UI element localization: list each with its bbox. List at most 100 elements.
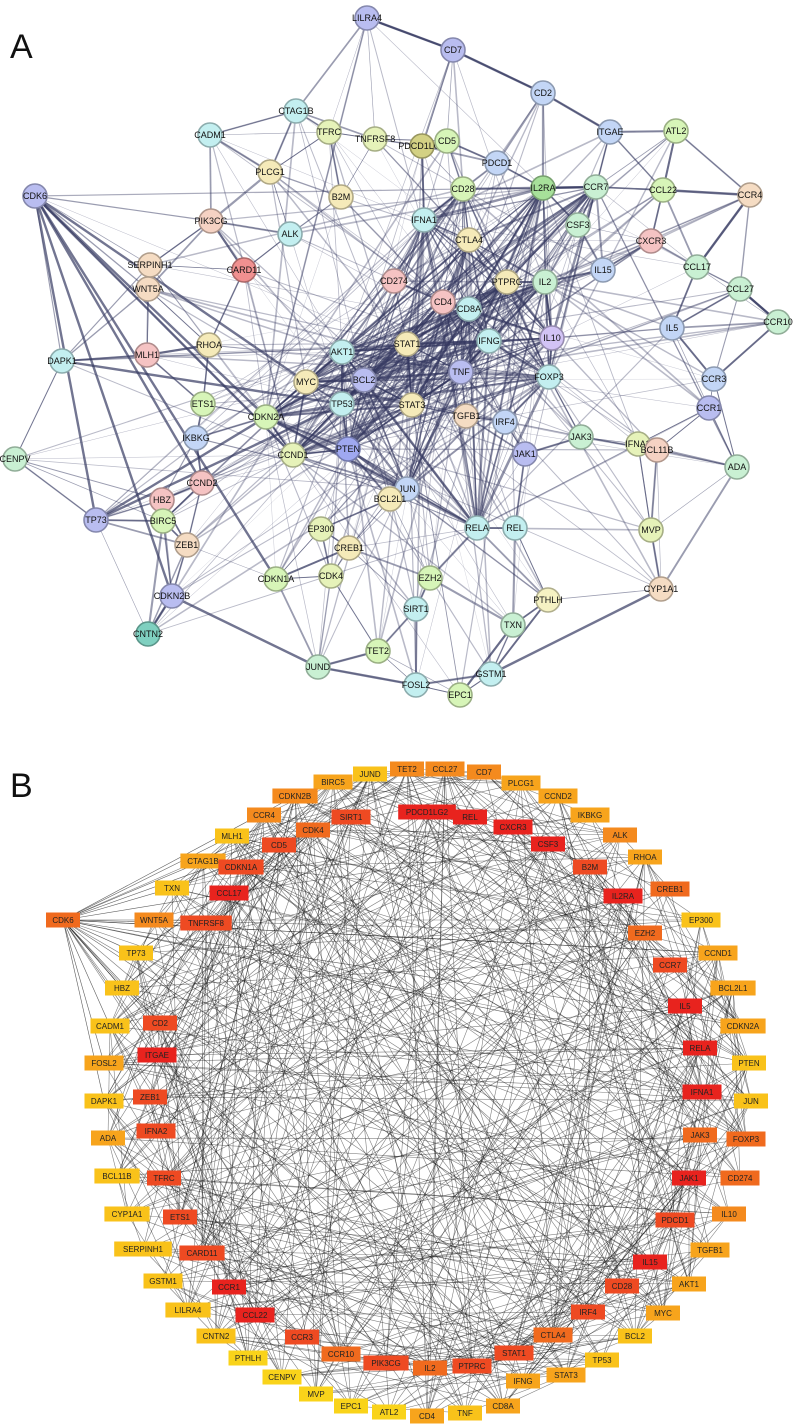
hub-gene-node: CD274 [720, 1170, 760, 1186]
edge [347, 448, 417, 686]
edge [644, 856, 747, 1140]
node-box [467, 764, 501, 780]
node-label: CDK6 [52, 916, 74, 925]
hub-gene-node: TNF [448, 1405, 482, 1421]
edge [696, 194, 751, 268]
node-box [212, 1279, 246, 1295]
edge [305, 381, 582, 438]
edge [231, 835, 744, 1027]
edge [421, 145, 498, 164]
node-circle [257, 159, 283, 185]
edge [34, 195, 307, 383]
node-label: RHOA [633, 853, 657, 862]
node-box [425, 761, 465, 777]
network-node: CDKN2B [154, 583, 190, 609]
node-label: JUN [743, 1097, 759, 1106]
node-label: CDKN2A [727, 1022, 760, 1031]
edge [544, 281, 710, 409]
network-node: DAPK1 [47, 348, 77, 374]
edge [228, 843, 549, 1288]
edge [201, 403, 343, 484]
edge [330, 575, 379, 652]
edge [423, 219, 553, 339]
edge [476, 281, 546, 529]
edge [265, 416, 662, 590]
node-label: TP73 [85, 515, 107, 525]
node-circle [502, 515, 528, 541]
edge [109, 892, 230, 1027]
hub-gene-node: IFNA2 [136, 1123, 176, 1139]
edge [512, 826, 741, 1179]
edge [228, 892, 317, 1395]
network-node: MVP [638, 517, 664, 543]
network-node: FOXP3 [534, 364, 564, 390]
edge [147, 288, 210, 346]
edge [215, 1138, 747, 1337]
hub-gene-node: PDCD1LG2 [398, 804, 456, 820]
edge [34, 188, 464, 197]
edge [231, 771, 485, 837]
edge [147, 376, 550, 635]
edge [317, 187, 544, 668]
edge [426, 834, 621, 1417]
edge [637, 407, 710, 445]
edge [544, 281, 639, 445]
edge [208, 343, 408, 346]
edge [95, 219, 425, 521]
node-label: BIRC5 [150, 516, 177, 526]
edge [341, 351, 467, 417]
edge [340, 196, 470, 241]
hub-gene-node: ETS1 [163, 1209, 197, 1225]
edge [103, 1100, 342, 1355]
edge [231, 835, 703, 1093]
edge [347, 308, 470, 450]
network-node: MYC [293, 369, 319, 395]
edge [171, 887, 664, 1314]
edge [269, 171, 408, 345]
node-label: LILRA4 [175, 1306, 202, 1315]
node-label: BIRC5 [321, 778, 345, 787]
hub-gene-node: CD7 [467, 764, 501, 780]
edge [202, 281, 508, 405]
edge [522, 1335, 636, 1382]
edge [265, 307, 470, 419]
edge [317, 343, 408, 668]
edge [468, 239, 546, 283]
node-label: JAK1 [514, 449, 536, 459]
node-label: TET2 [367, 646, 389, 656]
node-label: CTLA4 [455, 235, 483, 245]
node-circle [403, 672, 429, 698]
hub-gene-node: IL2 [413, 1360, 447, 1376]
hub-gene-node: MVP [299, 1386, 333, 1402]
node-box [453, 809, 487, 825]
edge [265, 17, 368, 418]
node-label: AKT1 [679, 1280, 700, 1289]
node-box [682, 1084, 722, 1100]
node-box [603, 827, 637, 843]
node-circle [150, 508, 176, 534]
edge [62, 919, 664, 1314]
node-circle [411, 207, 437, 233]
node-label: CYP1A1 [644, 584, 679, 594]
edge [305, 321, 779, 383]
edge [332, 781, 522, 784]
edge [275, 403, 343, 580]
hub-gene-node: BCL2L1 [710, 980, 756, 996]
node-label: CD274 [380, 276, 408, 286]
network-node: IRF4 [492, 409, 518, 435]
edge [161, 340, 490, 501]
edge [669, 888, 741, 1179]
edge [301, 952, 719, 1338]
edge [363, 379, 408, 490]
hub-gene-node: IL5 [668, 998, 702, 1014]
node-label: TP53 [331, 399, 353, 409]
edge [393, 239, 470, 282]
network-node: CCR10 [763, 309, 793, 335]
edge [389, 239, 470, 500]
edge [442, 301, 506, 423]
network-node: IL2 [532, 269, 558, 295]
hub-gene-node: CREB1 [650, 881, 690, 897]
edge [488, 189, 664, 342]
node-box [262, 837, 296, 853]
node-label: IRF4 [579, 1308, 597, 1317]
